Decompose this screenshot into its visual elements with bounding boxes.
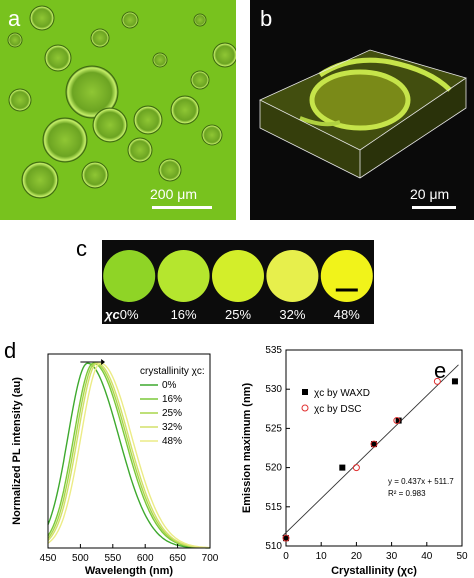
sample-strip: 0% 16% 25% 32% 48% χc — [102, 240, 374, 324]
y-tick-label-e: 520 — [265, 463, 282, 474]
point-waxd — [395, 417, 402, 424]
legend-title-d: crystallinity χc: — [140, 366, 205, 377]
micrograph-b: 20 μm b — [250, 0, 474, 220]
scale-label-b: 20 μm — [410, 186, 450, 202]
point-dsc — [393, 417, 401, 425]
micrograph-b-image — [259, 49, 467, 179]
sample-label: 25% — [225, 307, 251, 322]
scale-label-a: 200 μm — [150, 186, 197, 202]
y-axis-label-e: Emission maximum (nm) — [241, 383, 253, 514]
spectrum-line-48pct — [47, 362, 210, 549]
sample-strip-svg: 0% 16% 25% 32% 48% χc — [103, 250, 373, 322]
spectrum-line-32pct — [47, 362, 210, 549]
scale-bar-b — [412, 206, 456, 209]
fit-r2: R² = 0.983 — [388, 489, 426, 498]
chart-emission-max: 0 10 20 30 40 50 510 515 520 525 530 535 χc by WAXD χ… — [241, 345, 468, 577]
legend-label-e: χc by WAXD — [314, 388, 370, 399]
legend-label-d: 48% — [162, 436, 182, 447]
sample-label: 16% — [171, 307, 197, 322]
x-tick-label-d: 450 — [40, 553, 57, 564]
sample-disc — [320, 250, 373, 302]
legend-marker-waxd — [302, 389, 308, 395]
fit-equation: y = 0.437x + 511.7 — [388, 477, 454, 486]
fit-line — [282, 364, 459, 537]
y-axis-label-d: Normalized PL intensity (au) — [11, 377, 23, 525]
x-tick-label-e: 30 — [386, 551, 398, 562]
chi-label: χc — [103, 307, 121, 322]
spectrum-line-0pct — [47, 362, 210, 549]
x-tick-label-d: 650 — [169, 553, 186, 564]
x-tick-label-d: 500 — [72, 553, 89, 564]
sample-label: 32% — [279, 307, 305, 322]
y-tick-label-e: 515 — [265, 502, 282, 513]
point-dsc — [282, 534, 290, 542]
x-tick-label-d: 700 — [202, 553, 219, 564]
legend-label-d: 32% — [162, 422, 182, 433]
shift-arrow-head — [101, 359, 106, 365]
x-axis-label-d: Wavelength (nm) — [85, 565, 174, 577]
panel-label-a: a — [8, 6, 21, 31]
panel-label-b: b — [260, 6, 273, 31]
legend-label-d: 16% — [162, 394, 182, 405]
legend-marker-dsc — [301, 404, 309, 412]
legend-label-e: χc by DSC — [314, 404, 361, 415]
panel-label-e: e — [434, 358, 446, 383]
sample-disc — [212, 250, 264, 302]
point-waxd — [283, 535, 289, 542]
y-tick-label-e: 525 — [265, 423, 282, 434]
sample-disc — [266, 250, 319, 302]
x-tick-label-e: 10 — [316, 551, 328, 562]
micrograph-a: 200 μm a — [0, 0, 236, 220]
scale-bar-a — [152, 206, 212, 209]
x-tick-label-d: 600 — [137, 553, 154, 564]
legend-label-d: 25% — [162, 408, 182, 419]
x-tick-label-e: 20 — [351, 551, 363, 562]
point-waxd — [339, 464, 346, 471]
x-tick-label-e: 0 — [283, 551, 289, 562]
x-tick-label-e: 50 — [456, 551, 468, 562]
point-waxd — [371, 441, 377, 448]
plot-frame-e — [285, 349, 463, 547]
x-axis-label-e: Crystallinity (χc) — [331, 565, 417, 577]
spectrum-line-25pct — [47, 362, 210, 549]
plot-frame-d — [47, 353, 211, 549]
y-tick-label-e: 530 — [265, 384, 282, 395]
point-dsc — [370, 440, 378, 448]
point-dsc — [352, 464, 360, 472]
y-tick-label-e: 535 — [265, 345, 282, 356]
sample-label: 48% — [334, 307, 360, 322]
x-tick-label-e: 40 — [421, 551, 433, 562]
panel-label-d: d — [4, 338, 16, 363]
sample-disc — [103, 250, 156, 302]
panel-label-c: c — [76, 236, 87, 261]
sample-disc — [157, 250, 210, 302]
sample-label: 0% — [120, 307, 139, 322]
point-dsc — [433, 377, 441, 385]
y-tick-label-e: 510 — [265, 541, 282, 552]
legend-label-d: 0% — [162, 380, 177, 391]
chart-pl-spectra: 450 500 550 600 650 700 Wavelength (nm) Normali… — [4, 338, 219, 577]
point-waxd — [451, 378, 458, 385]
x-tick-label-d: 550 — [104, 553, 121, 564]
micrograph-a-image — [0, 0, 236, 220]
